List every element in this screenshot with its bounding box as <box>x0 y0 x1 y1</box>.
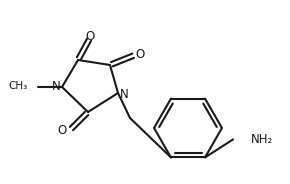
Text: N: N <box>119 89 128 102</box>
Text: O: O <box>135 49 145 61</box>
Text: O: O <box>85 31 95 43</box>
Text: O: O <box>57 125 67 137</box>
Text: CH₃: CH₃ <box>9 81 28 91</box>
Text: N: N <box>52 81 60 93</box>
Text: NH₂: NH₂ <box>251 133 273 146</box>
